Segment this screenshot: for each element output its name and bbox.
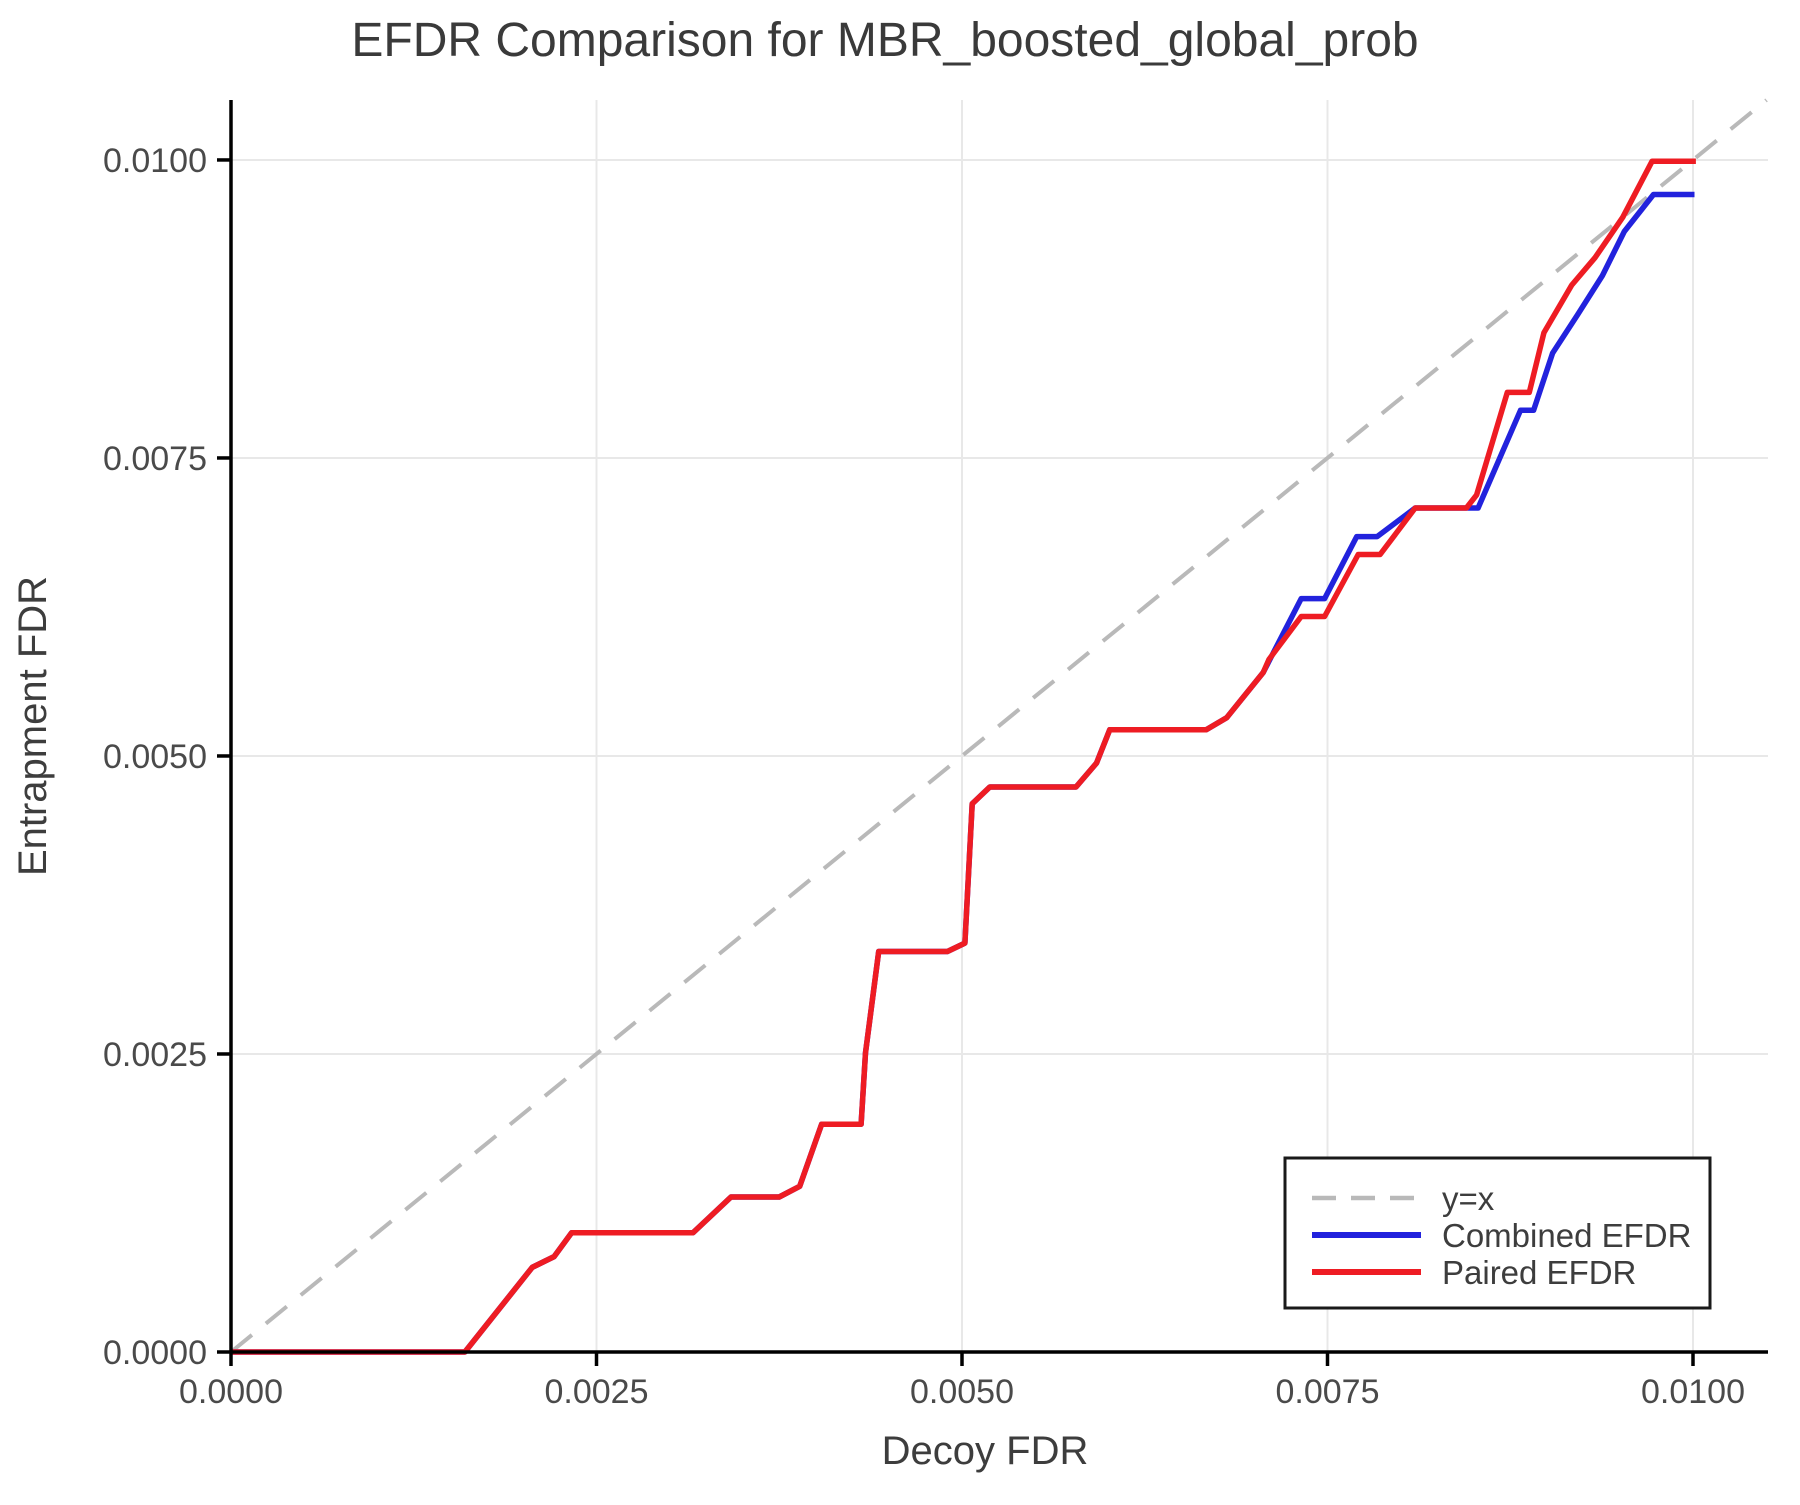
x-tick-label: 0.0000 xyxy=(179,1373,283,1411)
tick-labels: 0.0000 0.0025 0.0050 0.0075 0.0100 0.0000 0.00… xyxy=(103,142,1745,1411)
legend-label-combined-efdr-line: Combined EFDR xyxy=(1442,1217,1691,1254)
y-tick-label: 0.0100 xyxy=(103,142,207,180)
legend-label-paired-efdr-line: Paired EFDR xyxy=(1442,1254,1636,1291)
x-tick-label: 0.0050 xyxy=(910,1373,1014,1411)
legend-entry-combined-efdr-line: Combined EFDR xyxy=(1312,1217,1691,1254)
y-tick-label: 0.0075 xyxy=(103,440,207,478)
y-axis-label: Entrapment FDR xyxy=(11,576,55,876)
y-tick-label: 0.0050 xyxy=(103,738,207,776)
legend-entry-paired-efdr-line: Paired EFDR xyxy=(1312,1254,1636,1291)
x-tick-label: 0.0025 xyxy=(544,1373,648,1411)
x-tick-label: 0.0075 xyxy=(1275,1373,1379,1411)
paired-efdr-line xyxy=(231,158,1696,1355)
series-lines xyxy=(229,98,1768,1355)
y-tick-label: 0.0000 xyxy=(103,1334,207,1372)
legend-entry-identity-line: y=x xyxy=(1312,1180,1495,1217)
axes xyxy=(217,100,1768,1366)
x-tick-label: 0.0100 xyxy=(1641,1373,1745,1411)
x-axis-label: Decoy FDR xyxy=(882,1429,1089,1473)
y-tick-label: 0.0025 xyxy=(103,1036,207,1074)
identity-line xyxy=(229,98,1768,1354)
legend-label-identity-line: y=x xyxy=(1442,1180,1495,1217)
chart-title: EFDR Comparison for MBR_boosted_global_p… xyxy=(351,14,1418,67)
